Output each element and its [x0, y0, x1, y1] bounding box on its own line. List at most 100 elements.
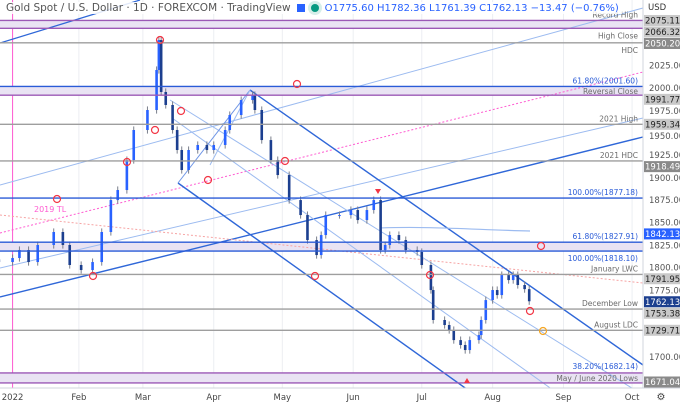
candle-body [431, 290, 435, 320]
time-tick: Aug [484, 393, 501, 403]
symbol-title[interactable]: Gold Spot / U.S. Dollar · 1D · FOREXCOM … [6, 2, 291, 14]
candle-body [484, 300, 488, 320]
candle-body [507, 275, 510, 281]
time-axis[interactable]: 2022 Feb Mar Apr May Jun Jul Aug Sep Oct ⚙ [0, 387, 680, 403]
candle-body [223, 130, 227, 145]
level-label: January LWC [590, 264, 638, 273]
flag-icon[interactable] [296, 4, 305, 12]
time-tick: Jun [346, 393, 360, 403]
markers [52, 35, 548, 383]
candle-body [338, 215, 341, 217]
time-tick: Feb [71, 393, 86, 403]
swing-marker [425, 270, 435, 280]
price-tag: 1791.95 [645, 275, 680, 285]
price-tag: 1959.34 [645, 120, 680, 130]
candle-body [356, 210, 360, 221]
candle-body [383, 245, 387, 251]
price-tick: 1975.00 [649, 107, 680, 117]
swing-marker [536, 241, 546, 251]
level-label: HDC [621, 46, 638, 55]
level-label: 61.80%(1827.91) [573, 232, 639, 241]
price-tag: 1918.49 [645, 163, 680, 173]
candle-body [463, 345, 467, 351]
price-tick: 1925.00 [649, 151, 680, 161]
swing-marker [176, 106, 186, 116]
candle-body [495, 290, 499, 296]
price-tag-bg [644, 37, 680, 49]
descending-channel-mid-2 [171, 117, 561, 396]
candle-body [491, 290, 494, 301]
candle-body [500, 275, 504, 296]
candle-body [404, 240, 408, 251]
price-tag-bg [644, 161, 680, 173]
candle-body [146, 110, 149, 131]
candle-body [443, 319, 446, 326]
candle-body [287, 175, 291, 201]
level-label: 61.80%(2001.60) [573, 76, 639, 85]
price-tag-bg [644, 14, 680, 26]
candle-body [109, 200, 113, 232]
time-tick: Jul [416, 393, 427, 403]
arrow-up-icon [464, 378, 470, 383]
candle-body [125, 160, 129, 191]
price-tag: 1991.77 [645, 95, 680, 105]
candle-body [187, 150, 190, 171]
level-label: High Close [598, 31, 638, 40]
candle-body [196, 144, 200, 151]
level-label: 2021 High [599, 114, 638, 123]
candles [0, 36, 531, 354]
candle-body [27, 250, 30, 263]
candle-body [260, 110, 264, 141]
candle-body [388, 235, 392, 246]
candle-body [100, 231, 104, 263]
grid [12, 0, 633, 388]
price-tag-bg [644, 118, 680, 130]
candle-body [468, 340, 472, 351]
rising-trendline [0, 136, 644, 298]
candle-body [299, 200, 302, 216]
price-axis-bg [643, 0, 680, 403]
candle-body [349, 210, 353, 216]
chart-header: Gold Spot / U.S. Dollar · 1D · FOREXCOM … [3, 2, 622, 14]
candle-body [205, 144, 209, 151]
level-label: 38.20%(1682.14) [573, 362, 639, 371]
price-tag-bg [644, 307, 680, 319]
price-tag: 2075.11 [645, 16, 680, 26]
level-label: December Low [582, 299, 638, 308]
price-tick: 1900.00 [649, 174, 680, 184]
swing-marker [203, 175, 213, 185]
candle-body [372, 200, 376, 211]
price-tag-bg [644, 93, 680, 105]
candle-body [397, 235, 401, 241]
price-tick: 1775.00 [649, 286, 680, 296]
candle-body [479, 319, 483, 336]
candle-body [79, 265, 83, 271]
market-status-icon [310, 4, 319, 12]
price-tag-bg [644, 273, 680, 285]
zones [0, 20, 643, 383]
price-tag: 1753.38 [645, 309, 680, 319]
level-label: 100.00%(1877.18) [568, 188, 638, 197]
descending-channel-upper [249, 89, 644, 366]
time-tick: Apr [206, 393, 221, 403]
price-tag-bg [644, 26, 680, 38]
arrow-down-icon [375, 189, 381, 194]
pitchfork-handle [177, 89, 251, 184]
gear-icon[interactable]: ⚙ [657, 392, 666, 403]
candle-body [511, 275, 515, 281]
price-axis[interactable]: USD 2025.00 2000.00 1975.00 1950.00 1925.00 19… [642, 0, 680, 403]
candle-body [91, 262, 94, 271]
level-label: Record High [592, 10, 638, 19]
price-tag: 2050.20 [645, 39, 680, 49]
candle-body [420, 252, 424, 266]
price-tick: 1700.00 [649, 353, 680, 363]
level-label: 100.00%(1818.10) [568, 254, 638, 263]
price-tag-bg [644, 324, 680, 336]
moving-average-line [379, 226, 531, 232]
candle-body [523, 285, 526, 290]
candle-body [429, 265, 433, 291]
swing-marker [310, 271, 320, 281]
candle-body [365, 210, 369, 221]
candle-body [269, 140, 273, 161]
